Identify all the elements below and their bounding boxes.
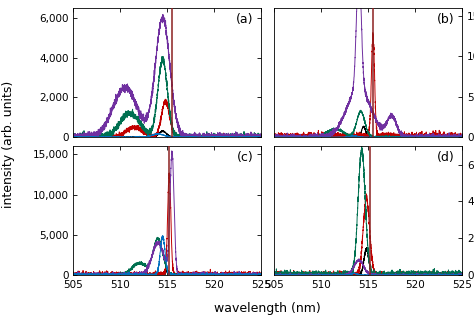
Text: intensity (arb. units): intensity (arb. units) [2, 80, 15, 208]
Text: (b): (b) [437, 13, 455, 26]
Text: (d): (d) [437, 151, 455, 164]
Text: wavelength (nm): wavelength (nm) [214, 302, 321, 315]
Text: (a): (a) [236, 13, 254, 26]
Text: (c): (c) [237, 151, 254, 164]
